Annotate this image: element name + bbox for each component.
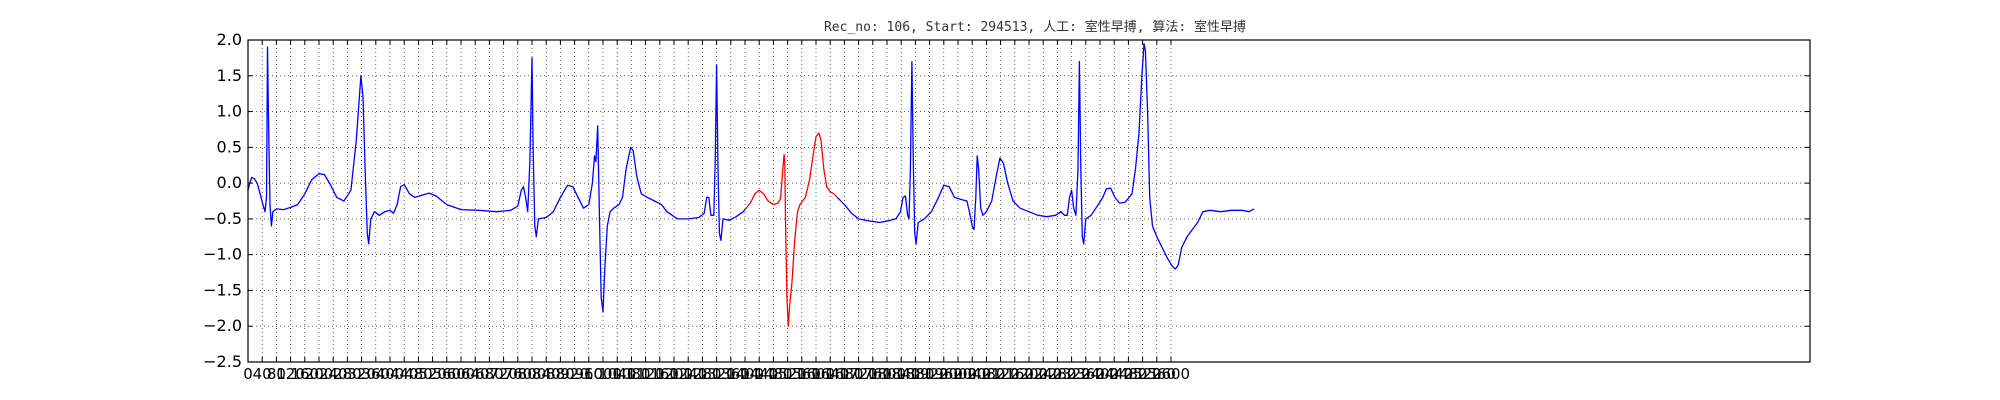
x-tick-label: 2600: [1152, 365, 1190, 383]
x-tick-label: 1520: [769, 365, 807, 383]
x-tick-label: 600: [447, 365, 476, 383]
x-tick-label: 2320: [1053, 365, 1091, 383]
x-tick-label: 800: [518, 365, 547, 383]
x-tick-label: 680: [475, 365, 504, 383]
x-tick-label: 360: [361, 365, 390, 383]
grid-lines: [247, 39, 1810, 363]
x-tick-label: 1800: [868, 365, 906, 383]
x-tick-label: 1320: [698, 365, 736, 383]
y-tick-label: 0.5: [217, 137, 242, 156]
y-tick-label: −2.0: [203, 316, 242, 335]
x-tick-label: 2520: [1124, 365, 1162, 383]
x-tick-label: 2280: [1038, 365, 1076, 383]
x-tick-label: 1600: [797, 365, 835, 383]
x-tick-label: 240: [319, 365, 348, 383]
x-tick-label: 2240: [1024, 365, 1062, 383]
x-tick-label: 720: [489, 365, 518, 383]
y-tick-label: −1.5: [203, 280, 242, 299]
y-tick-label: −0.5: [203, 209, 242, 228]
x-tick-label: 1960: [925, 365, 963, 383]
x-tick-label: 480: [404, 365, 433, 383]
x-tick-label: 2040: [953, 365, 991, 383]
x-tick-label: 520: [418, 365, 447, 383]
y-tick-label: 1.0: [217, 102, 242, 121]
x-tick-label: 2440: [1095, 365, 1133, 383]
x-tick-label: 320: [347, 365, 376, 383]
x-tick-label: 1400: [726, 365, 764, 383]
x-tick-label: 1840: [882, 365, 920, 383]
x-tick-label: 2160: [996, 365, 1034, 383]
x-tick-label: 1440: [740, 365, 778, 383]
y-axis-ticks: 2.0 1.5 1.0 0.5 0.0 −0.5 −1.0 −1.5 −2.0 −2.5: [203, 30, 1810, 371]
ecg-series-line-1: [247, 46, 746, 313]
x-tick-label: 960: [574, 365, 603, 383]
y-tick-label: −1.0: [203, 245, 242, 264]
data-series: [247, 42, 1255, 327]
x-tick-label: 40: [253, 365, 272, 383]
x-tick-label: 2360: [1067, 365, 1105, 383]
ecg-series-line-3: [836, 42, 1255, 270]
chart-title: Rec_no: 106, Start: 294513, 人工: 室性早搏, 算法…: [824, 19, 1246, 35]
y-tick-label: 1.5: [217, 66, 242, 85]
x-tick-label: 1120: [627, 365, 665, 383]
x-tick-label: 840: [532, 365, 561, 383]
x-tick-label: 1160: [641, 365, 679, 383]
x-tick-label: 2080: [967, 365, 1005, 383]
x-tick-label: 560: [432, 365, 461, 383]
x-axis-ticks: 0 408012016020024028032036040044048052056…: [243, 40, 1190, 383]
x-tick-label: 1640: [811, 365, 849, 383]
x-tick-label: 2120: [982, 365, 1020, 383]
x-tick-label: 1480: [754, 365, 792, 383]
x-tick-label: 1360: [712, 365, 750, 383]
x-tick-label: 0: [243, 365, 253, 383]
x-tick-label: 200: [305, 365, 334, 383]
y-tick-label: 0.0: [217, 173, 242, 192]
x-tick-label: 640: [461, 365, 490, 383]
x-tick-label: 1080: [612, 365, 650, 383]
x-tick-label: 880: [546, 365, 575, 383]
x-tick-label: 1240: [669, 365, 707, 383]
ecg-series-line-2: [744, 132, 838, 327]
x-tick-label: 160: [290, 365, 319, 383]
x-tick-label: 1200: [655, 365, 693, 383]
x-tick-label: 280: [333, 365, 362, 383]
x-tick-label: 2480: [1109, 365, 1147, 383]
x-tick-label: 120: [276, 365, 305, 383]
x-tick-label: 440: [390, 365, 419, 383]
x-tick-label: 2200: [1010, 365, 1048, 383]
y-tick-label: −2.5: [203, 352, 242, 371]
x-tick-label: 1920: [911, 365, 949, 383]
x-tick-label: 760: [503, 365, 532, 383]
x-tick-label: 80: [267, 365, 286, 383]
x-tick-label: 2400: [1081, 365, 1119, 383]
x-tick-label: 1280: [683, 365, 721, 383]
x-tick-label: 1040: [598, 365, 636, 383]
x-tick-label: 2000: [939, 365, 977, 383]
x-tick-label: 1760: [854, 365, 892, 383]
x-tick-label: 1680: [825, 365, 863, 383]
x-tick-label: 1000: [584, 365, 622, 383]
x-tick-label: 400: [376, 365, 405, 383]
x-tick-label: 1560: [783, 365, 821, 383]
x-tick-label: 2560: [1138, 365, 1176, 383]
y-tick-label: 2.0: [217, 30, 242, 49]
x-tick-label: 1880: [896, 365, 934, 383]
x-tick-label: 920: [560, 365, 589, 383]
x-tick-label: 1720: [840, 365, 878, 383]
